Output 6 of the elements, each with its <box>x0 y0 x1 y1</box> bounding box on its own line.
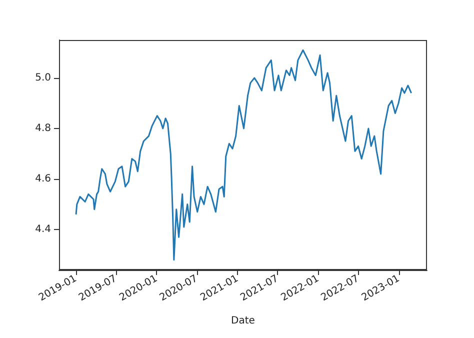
x-axis-title: Date <box>231 316 255 326</box>
y-tick-label: 4.8 <box>35 122 51 134</box>
y-tick-label: 4.6 <box>35 174 51 185</box>
y-tick-label: 4.4 <box>35 224 51 236</box>
y-tick-label: 5.0 <box>35 72 51 84</box>
line-series <box>75 49 412 261</box>
